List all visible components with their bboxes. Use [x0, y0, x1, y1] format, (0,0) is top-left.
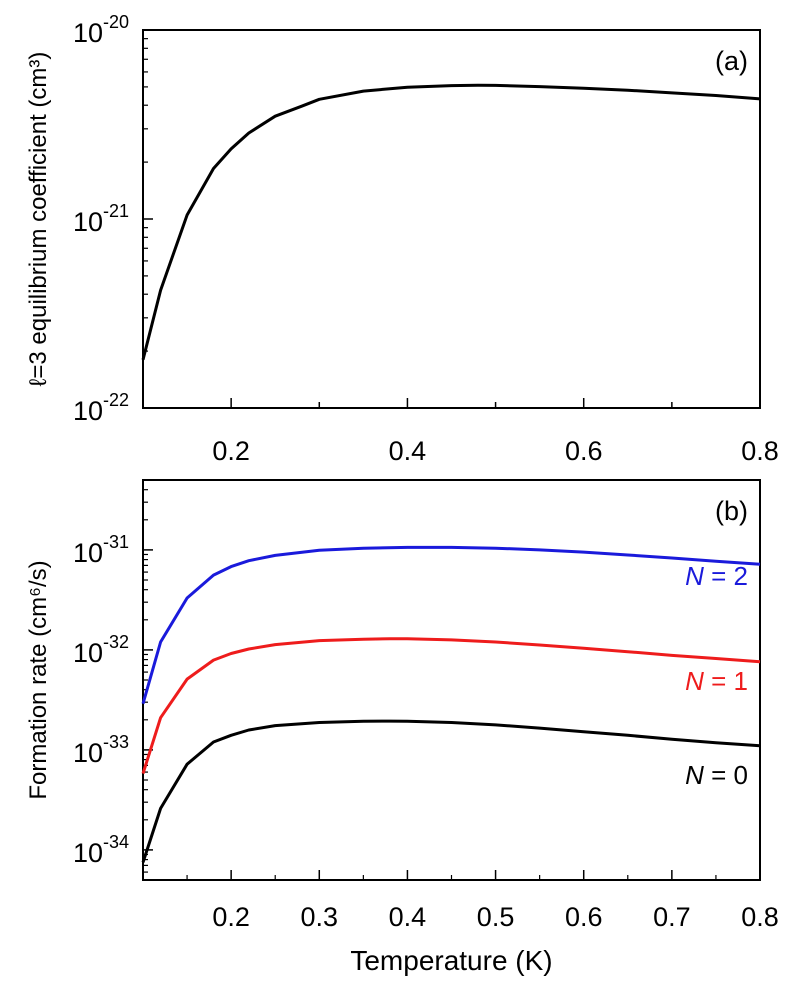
- x-tick-label: 0.6: [565, 436, 603, 466]
- y-tick-base: 10: [73, 538, 103, 568]
- y-tick-exponent: -32: [103, 632, 129, 652]
- x-tick-label: 0.2: [212, 902, 250, 932]
- series-label-value: = 0: [704, 760, 748, 790]
- y-tick-exponent: -22: [103, 390, 129, 410]
- series-label: N = 0: [685, 760, 748, 790]
- y-tick-exponent: -34: [103, 832, 129, 852]
- y-tick-base: 10: [73, 638, 103, 668]
- y-tick-base: 10: [73, 838, 103, 868]
- y-tick-exponent: -33: [103, 732, 129, 752]
- series-label-symbol: N: [685, 666, 704, 696]
- x-tick-label: 0.3: [301, 902, 339, 932]
- y-axis-label: ℓ=3 equilibrium coefficient (cm³): [25, 52, 52, 387]
- x-tick-label: 0.8: [741, 902, 779, 932]
- x-tick-label: 0.4: [389, 902, 427, 932]
- series-label: N = 1: [685, 666, 748, 696]
- panel-label: (a): [715, 46, 748, 76]
- y-tick-base: 10: [73, 207, 103, 237]
- y-tick-label: 10-22: [73, 390, 129, 426]
- x-tick-label: 0.7: [653, 902, 691, 932]
- y-tick-exponent: -20: [103, 12, 129, 32]
- series-label-value: = 2: [704, 561, 748, 591]
- series-line: [141, 83, 761, 361]
- series-line: [141, 637, 761, 775]
- y-tick-exponent: -31: [103, 532, 129, 552]
- series-line: [141, 545, 761, 705]
- y-tick-label: 10-34: [73, 832, 129, 868]
- y-axis-label: Formation rate (cm⁶/s): [25, 560, 52, 799]
- panel-b: 0.2 0.3 0.4 0.5 0.6 0.7 0.810-3410-3310-3210-3…: [25, 479, 779, 976]
- x-tick-label: 0.2: [212, 436, 250, 466]
- x-tick-label: 0.5: [477, 902, 515, 932]
- y-tick-label: 10-31: [73, 532, 129, 568]
- series-line: [141, 719, 761, 863]
- y-tick-base: 10: [73, 738, 103, 768]
- y-tick-label: 10-21: [73, 201, 129, 237]
- y-tick-base: 10: [73, 396, 103, 426]
- y-tick-label: 10-33: [73, 732, 129, 768]
- series-label-value: = 1: [704, 666, 748, 696]
- series-label-symbol: N: [685, 561, 704, 591]
- plot-frame: [142, 479, 761, 881]
- x-tick-label: 0.8: [741, 436, 779, 466]
- series-label-symbol: N: [685, 760, 704, 790]
- x-axis-label: Temperature (K): [350, 945, 552, 976]
- y-tick-label: 10-20: [73, 12, 129, 48]
- y-tick-exponent: -21: [103, 201, 129, 221]
- series-label: N = 2: [685, 561, 748, 591]
- y-tick-base: 10: [73, 18, 103, 48]
- x-tick-label: 0.4: [389, 436, 427, 466]
- y-tick-label: 10-32: [73, 632, 129, 668]
- x-tick-label: 0.6: [565, 902, 603, 932]
- panel-label: (b): [715, 496, 748, 526]
